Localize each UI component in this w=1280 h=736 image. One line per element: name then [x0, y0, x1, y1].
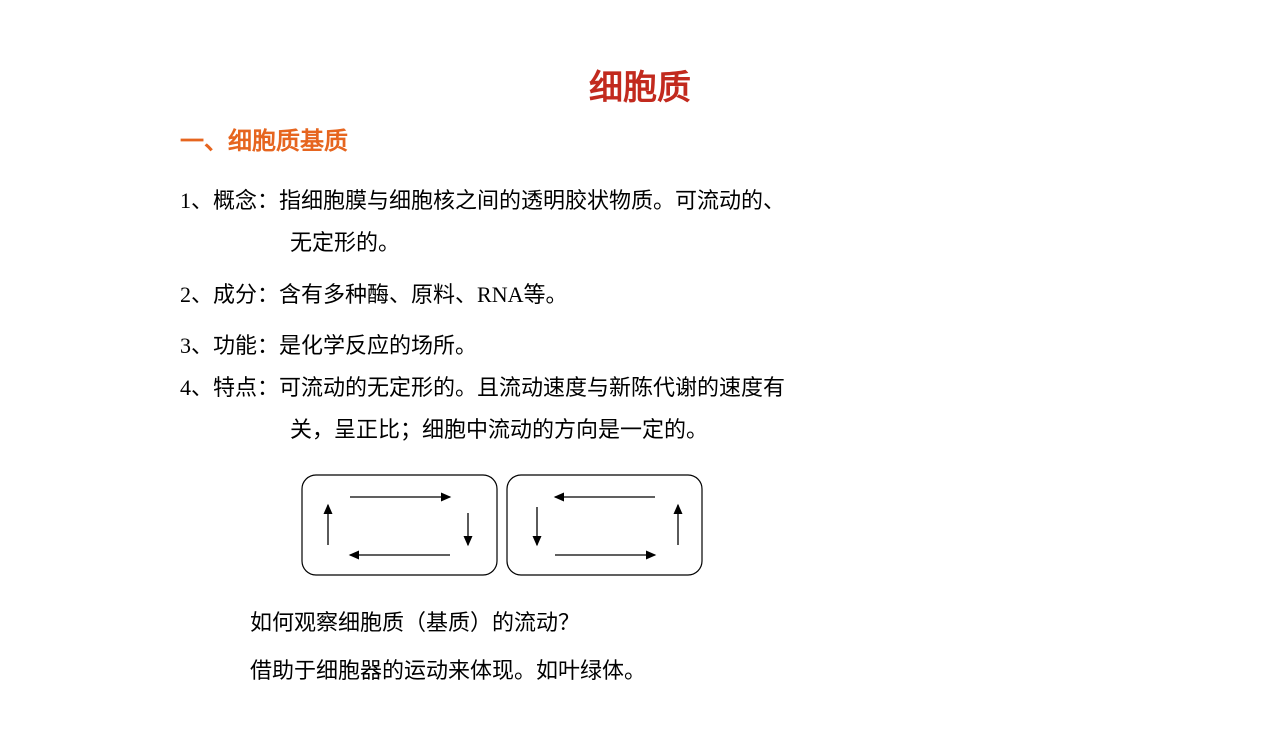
point-4-cont: 关，呈正比；细胞中流动的方向是一定的。 [180, 409, 1100, 451]
point-4-body: 可流动的无定形的。且流动速度与新陈代谢的速度有 [279, 367, 785, 409]
section-text: 一、细胞质基质 [180, 129, 348, 155]
flow-diagram [300, 471, 1100, 581]
point-3-num: 3、功能： [180, 325, 279, 367]
point-2-num: 2、成分： [180, 274, 279, 316]
point-3: 3、功能： 是化学反应的场所。 [180, 325, 1100, 367]
question-2: 借助于细胞器的运动来体现。如叶绿体。 [250, 647, 1100, 695]
page-title: 细胞质 [180, 60, 1100, 109]
point-2-body: 含有多种酶、原料、RNA等。 [279, 274, 567, 316]
question-1: 如何观察细胞质（基质）的流动？ [250, 599, 1100, 647]
point-4: 4、特点： 可流动的无定形的。且流动速度与新陈代谢的速度有 [180, 367, 1100, 409]
point-3-body: 是化学反应的场所。 [279, 325, 477, 367]
point-2: 2、成分： 含有多种酶、原料、RNA等。 [180, 274, 1100, 316]
title-text: 细胞质 [589, 70, 691, 107]
point-1-body: 指细胞膜与细胞核之间的透明胶状物质。可流动的、 [279, 180, 785, 222]
section-heading: 一、细胞质基质 [180, 121, 1100, 156]
point-1-cont: 无定形的。 [180, 222, 1100, 264]
question-block: 如何观察细胞质（基质）的流动？ 借助于细胞器的运动来体现。如叶绿体。 [250, 599, 1100, 696]
point-1: 1、概念： 指细胞膜与细胞核之间的透明胶状物质。可流动的、 [180, 180, 1100, 222]
point-1-num: 1、概念： [180, 180, 279, 222]
flow-svg [300, 471, 710, 581]
point-4-num: 4、特点： [180, 367, 279, 409]
